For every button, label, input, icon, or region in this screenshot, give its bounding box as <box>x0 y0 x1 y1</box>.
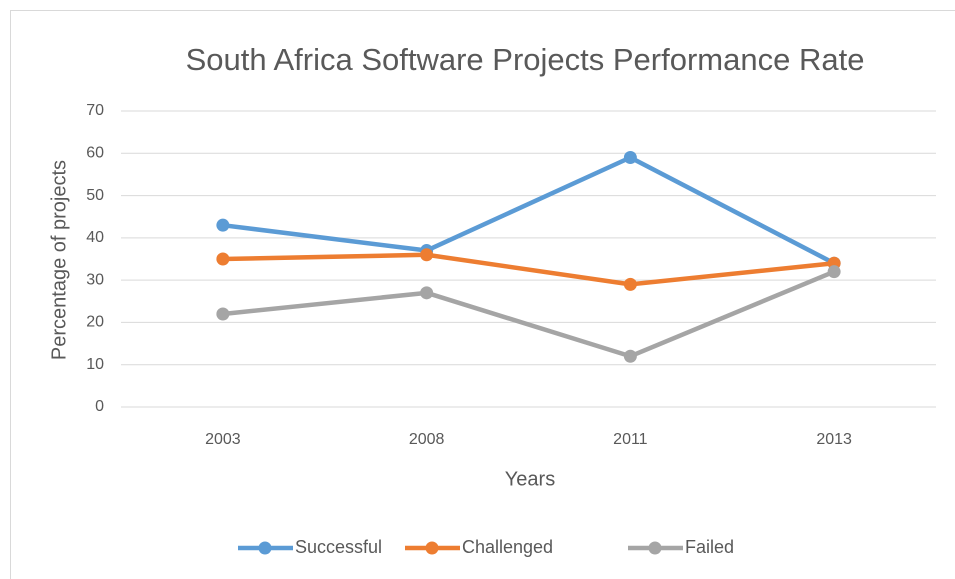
legend-marker <box>425 541 439 555</box>
legend-marker <box>258 541 272 555</box>
x-tick-label: 2011 <box>613 431 648 448</box>
y-tick-label: 20 <box>86 314 104 331</box>
legend-marker <box>648 541 662 555</box>
series-marker <box>827 265 841 279</box>
chart-title: South Africa Software Projects Performan… <box>186 42 865 77</box>
series-marker <box>216 252 230 266</box>
y-tick-label: 10 <box>86 356 104 373</box>
legend-label: Challenged <box>462 537 553 557</box>
x-tick-label: 2013 <box>816 431 852 448</box>
y-tick-label: 70 <box>86 102 104 119</box>
series-line <box>222 252 835 287</box>
series-marker <box>420 286 434 300</box>
series-line <box>222 155 836 266</box>
series-line <box>222 269 835 359</box>
y-tick-label: 30 <box>86 271 104 288</box>
series-marker <box>623 151 637 165</box>
y-tick-label: 0 <box>95 398 104 415</box>
series-marker <box>216 218 230 232</box>
series-marker <box>216 307 230 321</box>
y-axis-label: Percentage of projects <box>48 160 70 360</box>
series-marker <box>420 248 434 262</box>
x-tick-label: 2003 <box>205 431 241 448</box>
series-marker <box>623 277 637 291</box>
y-tick-label: 40 <box>86 229 104 246</box>
legend-label: Failed <box>685 537 734 557</box>
x-tick-label: 2008 <box>409 431 445 448</box>
x-axis-label: Years <box>505 468 555 490</box>
series-marker <box>623 349 637 363</box>
y-tick-label: 60 <box>86 145 104 162</box>
y-tick-label: 50 <box>86 187 104 204</box>
chart-border <box>10 10 955 579</box>
legend-label: Successful <box>295 537 382 557</box>
